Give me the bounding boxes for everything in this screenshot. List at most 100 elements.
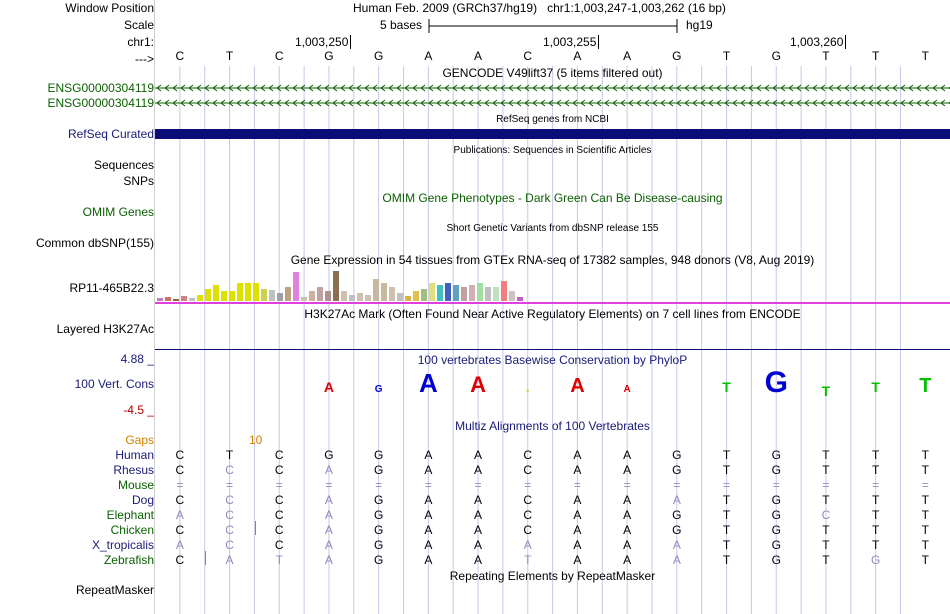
gencode-transcript-1[interactable] [155,82,950,94]
alignment-base: T [871,538,880,552]
reference-base: C [523,49,533,63]
species-label[interactable]: Elephant [106,508,154,522]
gtex-tissue-bar[interactable] [461,287,467,301]
gtex-tissue-bar[interactable] [189,298,195,301]
gtex-tissue-bar[interactable] [445,283,451,301]
conservation-label[interactable]: 100 Vert. Cons [74,377,154,391]
species-label[interactable]: Dog [131,493,154,507]
alignment-base: A [175,538,184,552]
gtex-tissue-bar[interactable] [301,297,307,301]
gtex-tissue-bar[interactable] [357,293,363,301]
alignment-base: T [225,448,234,462]
gtex-tissue-bar[interactable] [381,283,387,301]
alignment-base: T [921,463,930,477]
gtex-tissue-bar[interactable] [413,291,419,301]
species-label[interactable]: Rhesus [113,463,154,477]
gtex-tissue-bar[interactable] [501,281,507,301]
gtex-tissue-bar[interactable] [157,298,163,301]
omim-track-title[interactable]: OMIM Gene Phenotypes - Dark Green Can Be… [382,191,723,205]
alignment-base: G [771,553,781,567]
gtex-expression-bars[interactable] [155,266,950,306]
gtex-tissue-bar[interactable] [429,283,435,301]
snps-label[interactable]: SNPs [123,174,154,188]
alignment-base: C [274,538,284,552]
gtex-tissue-bar[interactable] [341,291,347,301]
alignment-base: C [821,508,831,522]
gtex-tissue-bar[interactable] [365,295,371,301]
gtex-tissue-bar[interactable] [493,287,499,301]
gtex-track-title[interactable]: Gene Expression in 54 tissues from GTEx … [290,253,815,267]
gtex-tissue-bar[interactable] [181,296,187,301]
alignment-base: G [771,493,781,507]
gtex-gene-label[interactable]: RP11-465B22.3 [69,281,154,295]
gtex-tissue-bar[interactable] [517,297,523,301]
gtex-tissue-bar[interactable] [437,285,443,301]
alignment-base: A [474,493,483,507]
h3k27ac-label[interactable]: Layered H3K27Ac [56,322,154,336]
gtex-tissue-bar[interactable] [205,289,211,301]
gtex-tissue-bar[interactable] [397,293,403,301]
gtex-tissue-bar[interactable] [261,289,267,301]
gtex-tissue-bar[interactable] [317,287,323,301]
gtex-tissue-bar[interactable] [293,272,299,301]
gtex-tissue-bar[interactable] [253,283,259,301]
species-label[interactable]: Zebrafish [103,553,154,567]
alignment-base: = [673,478,681,492]
gtex-tissue-bar[interactable] [269,290,275,301]
publications-track-title[interactable]: Publications: Sequences in Scientific Ar… [453,145,652,156]
species-label[interactable]: Mouse [117,478,154,492]
gtex-tissue-bar[interactable] [405,296,411,301]
gtex-tissue-bar[interactable] [333,271,339,301]
gtex-tissue-bar[interactable] [221,291,227,301]
alignment-base: G [373,508,384,522]
species-label[interactable]: Chicken [110,523,154,537]
species-label[interactable]: Human [115,448,154,462]
alignment-base: C [225,538,234,552]
alignment-base: = [325,478,333,492]
omim-label[interactable]: OMIM Genes [82,205,154,219]
alignment-base: A [175,508,184,522]
gtex-tissue-bar[interactable] [213,285,219,301]
h3k27ac-track-title[interactable]: H3K27Ac Mark (Often Found Near Active Re… [304,307,801,321]
gtex-tissue-bar[interactable] [509,291,515,301]
gtex-tissue-bar[interactable] [197,295,203,301]
gtex-tissue-bar[interactable] [325,291,331,301]
multiz-track-title[interactable]: Multiz Alignments of 100 Vertebrates [455,419,650,433]
alignment-base: A [623,448,632,462]
gtex-tissue-bar[interactable] [245,283,251,301]
refseq-gene-bar[interactable] [155,129,950,139]
dbsnp-track-title[interactable]: Short Genetic Variants from dbSNP releas… [446,223,659,234]
gtex-tissue-bar[interactable] [421,289,427,301]
gtex-tissue-bar[interactable] [229,291,235,301]
refseq-label[interactable]: RefSeq Curated [67,127,154,141]
alignment-base: = [822,478,830,492]
gencode-transcript-2[interactable] [155,97,950,109]
refseq-track-title[interactable]: RefSeq genes from NCBI [496,114,609,125]
conservation-track-title[interactable]: 100 vertebrates Basewise Conservation by… [417,353,688,367]
dbsnp-label[interactable]: Common dbSNP(155) [35,236,154,250]
gtex-tissue-bar[interactable] [165,297,171,301]
gencode-item-label-2[interactable]: ENSG00000304119 [47,96,154,110]
repeatmasker-label[interactable]: RepeatMasker [75,583,154,597]
gtex-tissue-bar[interactable] [309,291,315,301]
repeatmasker-track-title[interactable]: Repeating Elements by RepeatMasker [449,569,656,583]
gtex-tissue-bar[interactable] [469,285,475,301]
gtex-tissue-bar[interactable] [237,283,243,301]
alignment-base: G [771,448,781,462]
gtex-tissue-bar[interactable] [285,287,291,301]
sequences-label[interactable]: Sequences [93,158,154,172]
gtex-tissue-bar[interactable] [173,299,179,301]
alignment-base: C [274,463,284,477]
gtex-tissue-bar[interactable] [373,279,379,301]
species-label[interactable]: X_tropicalis [91,538,154,552]
conservation-logo[interactable]: A G A A C A A GT T T T [155,352,950,417]
gtex-tissue-bar[interactable] [277,293,283,301]
alignment-base: C [225,463,234,477]
gencode-track-title[interactable]: GENCODE V49lift37 (5 items filtered out) [442,66,663,80]
gencode-item-label-1[interactable]: ENSG00000304119 [47,81,154,95]
gtex-tissue-bar[interactable] [477,283,483,301]
gtex-tissue-bar[interactable] [453,285,459,301]
gtex-tissue-bar[interactable] [349,295,355,301]
gtex-tissue-bar[interactable] [485,287,491,301]
gtex-tissue-bar[interactable] [389,287,395,301]
